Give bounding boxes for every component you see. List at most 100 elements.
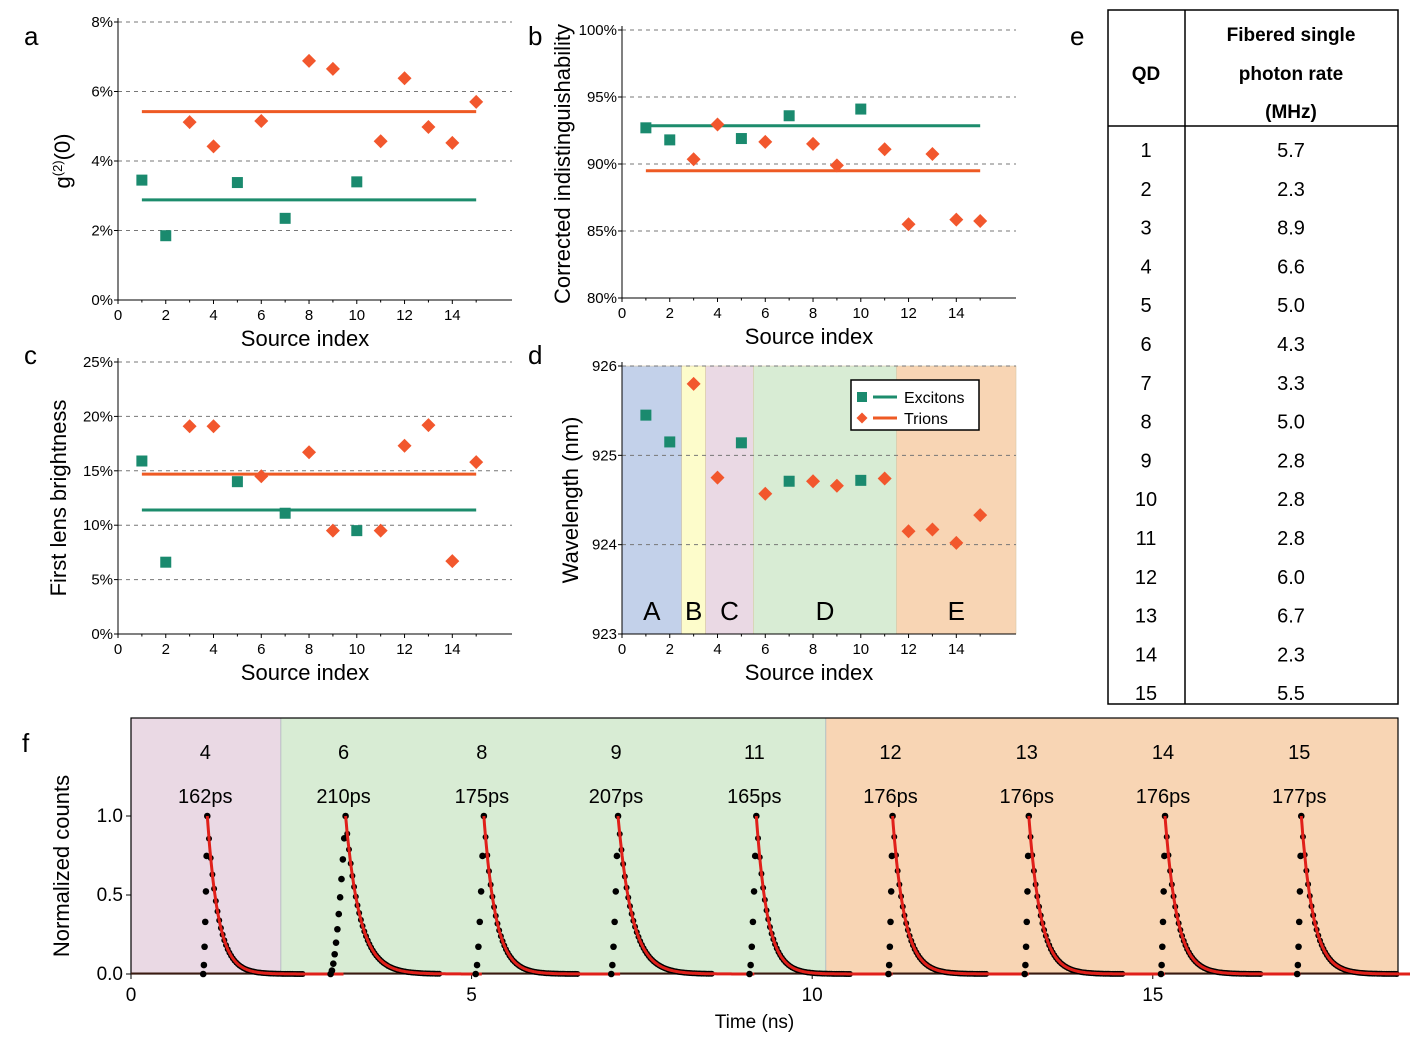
trion-point [949, 535, 964, 550]
trion-point [901, 217, 916, 232]
legend-box [850, 379, 980, 431]
data-dot [479, 852, 486, 860]
exciton-point [640, 122, 652, 134]
table-cell-qd: 3 [1140, 218, 1151, 240]
trion-point [421, 418, 436, 433]
trion-point [254, 114, 269, 129]
exciton-point [279, 507, 291, 519]
table-cell-rate: 3.3 [1277, 373, 1305, 395]
legend-exciton-marker [857, 392, 867, 402]
trion-point [758, 486, 773, 501]
fit-curve [754, 815, 893, 976]
table-cell-rate: 2.3 [1277, 644, 1305, 666]
x-tick-label: 10 [852, 305, 869, 322]
trion-point [877, 471, 892, 486]
y-axis-label: Normalized counts [49, 775, 74, 957]
y-tick-label: 2% [91, 223, 113, 240]
y-tick-label: 925 [592, 447, 617, 464]
trion-point [686, 376, 701, 391]
data-dot [1293, 970, 1301, 978]
x-tick-label: 10 [348, 641, 365, 658]
exciton-point [136, 174, 148, 186]
panel-letter-f: f [22, 728, 30, 758]
table-header-rate-line3: (MHz) [1265, 102, 1317, 123]
table-header-rate-line2: photon rate [1239, 64, 1344, 85]
x-tick-label: 12 [900, 641, 917, 658]
y-tick-label: 0.0 [97, 964, 123, 985]
data-dot [201, 943, 208, 951]
fit-curve [891, 815, 1029, 976]
data-dot [334, 925, 341, 933]
table-header-qd: QD [1132, 64, 1161, 85]
qd-index-label: 6 [338, 742, 349, 764]
table-cell-qd: 13 [1135, 606, 1157, 628]
lifetime-label: 176ps [1136, 786, 1191, 808]
x-tick-label: 0 [618, 305, 626, 322]
trion-point [254, 469, 269, 484]
data-dot [1021, 970, 1029, 978]
trion-point [302, 445, 317, 460]
region-label-E: E [948, 596, 965, 626]
x-tick-label: 4 [713, 641, 721, 658]
region-C [705, 365, 754, 635]
table-cell-qd: 15 [1135, 683, 1157, 705]
y-tick-label: 0% [91, 292, 113, 309]
y-tick-label: 20% [83, 408, 113, 425]
legend-exciton-label: Excitons [904, 390, 964, 407]
data-dot [887, 918, 894, 926]
x-tick-label: 6 [257, 641, 265, 658]
data-dot [477, 888, 485, 895]
exciton-point [231, 476, 243, 488]
data-dot [1295, 943, 1302, 951]
y-tick-label: 95% [587, 89, 617, 106]
y-tick-label: 10% [83, 517, 113, 534]
x-tick-label: 2 [666, 641, 674, 658]
fit-curve [205, 815, 344, 976]
exciton-point [231, 177, 243, 189]
x-tick-label: 8 [305, 641, 313, 658]
qd-index-label: 8 [476, 742, 487, 764]
region-label-B: B [685, 596, 702, 626]
data-dot [335, 910, 343, 918]
x-tick-label: 14 [948, 641, 965, 658]
x-tick-label: 0 [618, 641, 626, 658]
table-cell-qd: 14 [1135, 644, 1157, 666]
data-dot [747, 961, 754, 969]
chart-panel-c: 0% 5% 10% 15% 20% 25% 0 2 4 6 8 10 12 14 Source index F… [46, 354, 512, 685]
x-tick-label: 6 [257, 307, 265, 324]
data-dot [336, 894, 344, 901]
region-label-A: A [643, 596, 661, 626]
trion-point [397, 438, 412, 453]
trion-point [877, 142, 892, 157]
y-tick-label: 924 [592, 537, 617, 554]
qd-index-label: 9 [610, 742, 621, 764]
data-dot [200, 961, 208, 969]
region-label-C: C [720, 596, 739, 626]
table-cell-rate: 4.3 [1277, 334, 1305, 356]
data-dot [749, 918, 757, 926]
data-dot [885, 961, 893, 969]
y-tick-label: 100% [579, 22, 617, 39]
data-dot [201, 918, 209, 926]
data-dot [1296, 888, 1304, 895]
qd-index-label: 11 [744, 742, 765, 764]
data-dot [750, 888, 758, 895]
data-dot [609, 961, 616, 969]
trion-point [925, 146, 940, 161]
data-dot [338, 875, 345, 883]
qd-index-label: 13 [1016, 742, 1038, 764]
trion-point [182, 419, 197, 434]
table-border [1107, 9, 1399, 705]
x-tick-label: 0 [114, 307, 122, 324]
lifetime-label: 175ps [455, 786, 510, 808]
qd-index-label: 14 [1152, 742, 1174, 764]
lifetime-label: 162ps [178, 786, 233, 808]
table-cell-rate: 2.8 [1277, 489, 1305, 511]
y-axis-label: g(2)(0) [50, 133, 75, 188]
trion-point [397, 71, 412, 86]
y-tick-label: 4% [91, 153, 113, 170]
x-tick-label: 14 [948, 305, 965, 322]
table-cell-rate: 6.6 [1277, 256, 1305, 278]
table-cell-qd: 12 [1135, 567, 1157, 589]
